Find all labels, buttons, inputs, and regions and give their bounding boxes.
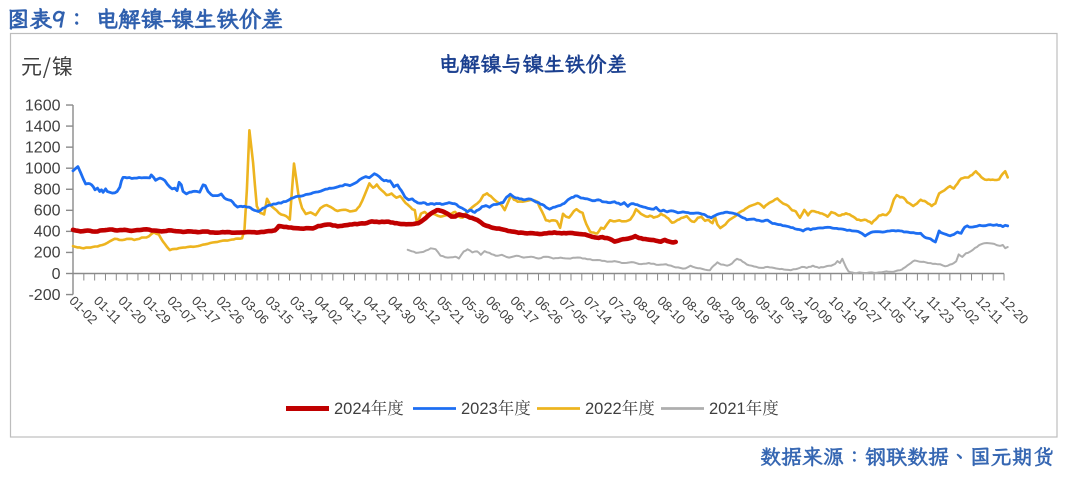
svg-text:数据来源：钢联数据、国元期货: 数据来源：钢联数据、国元期货 (760, 442, 1054, 470)
svg-text:电解镍与镍生铁价差: 电解镍与镍生铁价差 (439, 50, 628, 78)
svg-text:800: 800 (34, 182, 61, 199)
svg-text:1200: 1200 (25, 139, 61, 156)
svg-text:1600: 1600 (25, 97, 61, 114)
svg-text:元/镍: 元/镍 (21, 51, 74, 81)
svg-text:600: 600 (34, 203, 61, 220)
svg-text:1400: 1400 (25, 118, 61, 135)
svg-text:0: 0 (52, 266, 61, 283)
svg-text:2021年度: 2021年度 (709, 398, 779, 418)
svg-text:400: 400 (34, 224, 61, 241)
svg-text:200: 200 (34, 245, 61, 262)
svg-text:2023年度: 2023年度 (461, 398, 531, 418)
svg-text:2024年度: 2024年度 (334, 398, 404, 418)
svg-text:1000: 1000 (25, 161, 61, 178)
svg-text:2022年度: 2022年度 (585, 398, 655, 418)
svg-text:图表9： 电解镍-镍生铁价差: 图表9： 电解镍-镍生铁价差 (7, 5, 284, 34)
svg-text:-200: -200 (28, 287, 60, 304)
